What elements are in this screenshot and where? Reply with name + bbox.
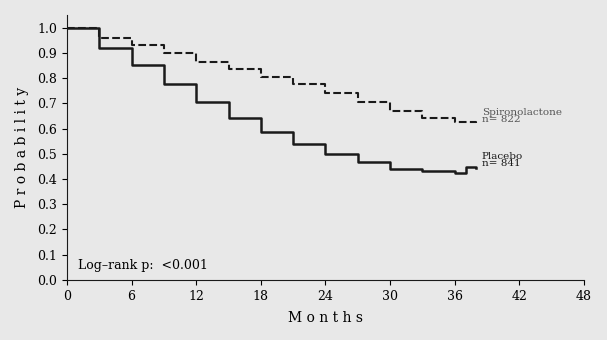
Text: Log–rank p:  <0.001: Log–rank p: <0.001	[78, 259, 208, 272]
Text: Placebo: Placebo	[482, 152, 523, 161]
Text: Spironolactone: Spironolactone	[482, 108, 561, 117]
Y-axis label: P r o b a b i l i t y: P r o b a b i l i t y	[15, 87, 29, 208]
Text: n= 822: n= 822	[482, 115, 520, 124]
X-axis label: M o n t h s: M o n t h s	[288, 311, 363, 325]
Text: n= 841: n= 841	[482, 159, 520, 168]
